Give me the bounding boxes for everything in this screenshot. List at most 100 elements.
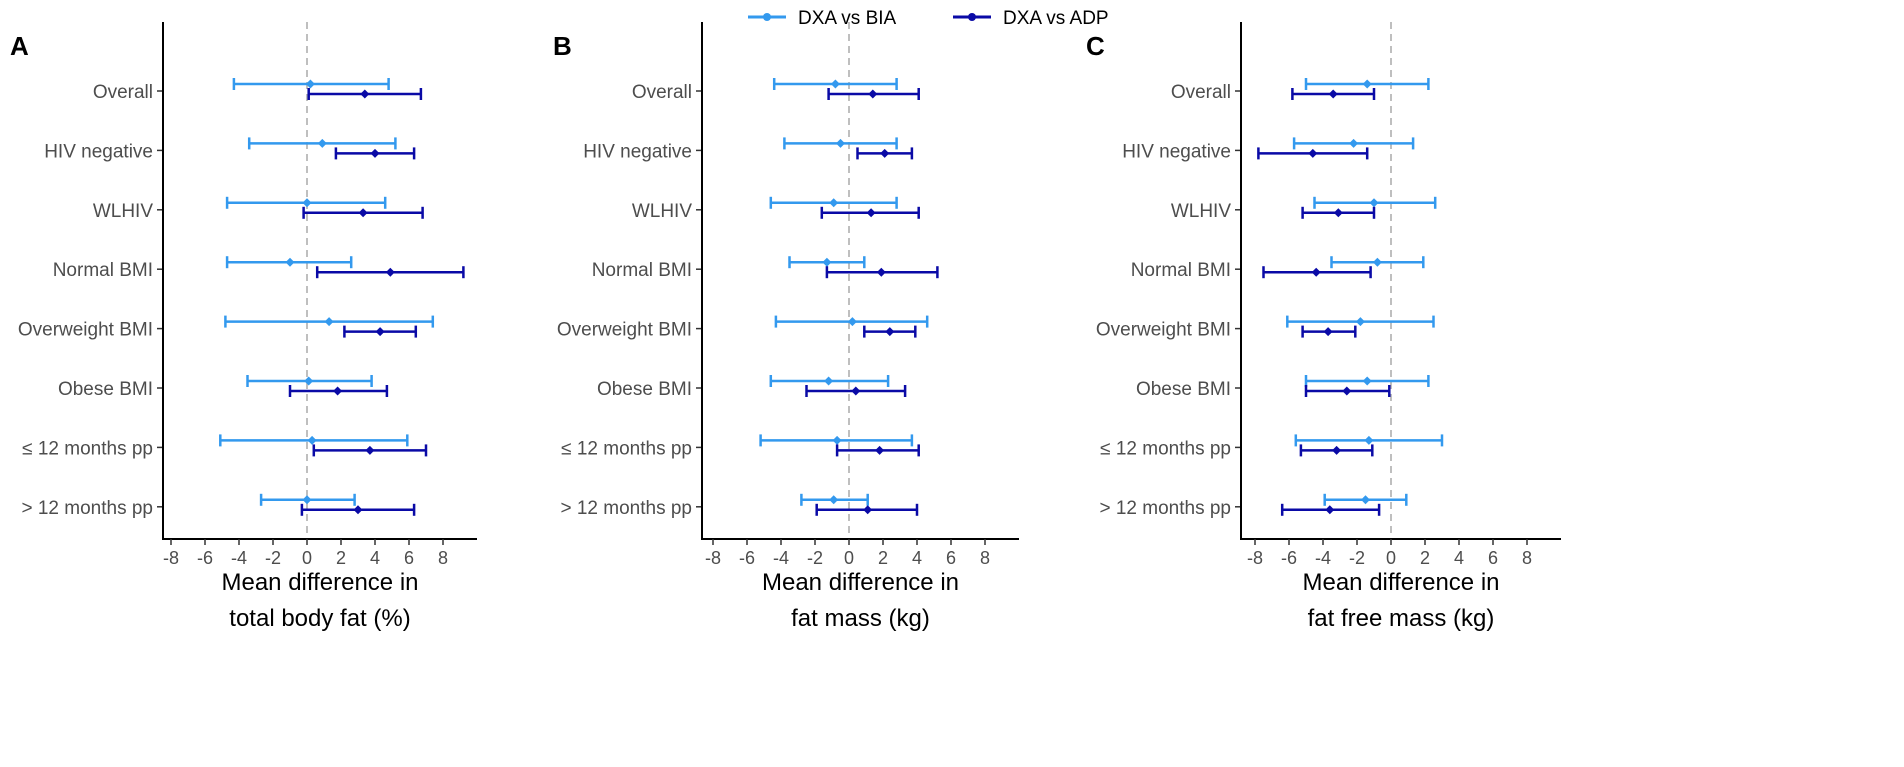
estimate-point-bia — [1362, 79, 1372, 89]
estimate-point-adp — [358, 208, 368, 218]
estimate-point-bia — [1361, 495, 1370, 505]
estimate-point-bia — [1362, 376, 1372, 386]
estimate-point-adp — [365, 445, 375, 455]
legend-point-bia — [763, 13, 771, 21]
estimate-point-adp — [1311, 267, 1321, 277]
estimate-point-adp — [1325, 505, 1335, 515]
estimate-point-bia — [832, 435, 842, 445]
x-tick-label: 4 — [370, 548, 380, 568]
x-tick-label: -2 — [1349, 548, 1365, 568]
x-tick-label: -8 — [1247, 548, 1263, 568]
estimate-point-bia — [1355, 317, 1365, 327]
category-label: Overweight BMI — [557, 320, 692, 341]
x-tick-label: -4 — [231, 548, 247, 568]
x-axis-title-line1: Mean difference in — [1302, 569, 1499, 596]
category-label: HIV negative — [1122, 141, 1231, 162]
x-tick-label: -6 — [739, 548, 755, 568]
x-tick-label: 2 — [878, 548, 888, 568]
x-tick-label: 8 — [980, 548, 990, 568]
category-label: Overall — [632, 82, 692, 103]
x-axis-title-line2: fat free mass (kg) — [1308, 605, 1495, 632]
estimate-point-adp — [880, 148, 890, 158]
x-tick-label: -6 — [1281, 548, 1297, 568]
category-label: Overweight BMI — [18, 320, 153, 341]
estimate-point-bia — [1349, 138, 1359, 148]
estimate-point-adp — [360, 89, 370, 99]
panel-letter-c: C — [1086, 31, 1105, 61]
legend-label-bia: DXA vs BIA — [798, 8, 897, 29]
x-tick-label: 4 — [1454, 548, 1464, 568]
category-label: Overall — [93, 82, 153, 103]
x-tick-label: -8 — [163, 548, 179, 568]
x-tick-label: -8 — [705, 548, 721, 568]
estimate-point-adp — [333, 386, 343, 396]
estimate-point-adp — [863, 505, 873, 515]
estimate-point-bia — [836, 138, 845, 148]
x-tick-label: 2 — [336, 548, 346, 568]
estimate-point-bia — [302, 198, 312, 208]
estimate-point-bia — [305, 79, 315, 89]
legend-point-adp — [968, 13, 976, 21]
category-label: ≤ 12 months pp — [22, 438, 153, 459]
x-tick-label: 0 — [1386, 548, 1396, 568]
category-label: Obese BMI — [58, 379, 153, 400]
estimate-point-bia — [285, 257, 295, 267]
estimate-point-adp — [1308, 148, 1318, 158]
legend: DXA vs BIA DXA vs ADP — [748, 8, 1109, 29]
estimate-point-bia — [1364, 435, 1374, 445]
x-axis-title-line2: fat mass (kg) — [791, 605, 930, 632]
x-tick-label: 8 — [1522, 548, 1532, 568]
estimate-point-adp — [385, 267, 395, 277]
category-label: Overall — [1171, 82, 1231, 103]
panel-letter-a: A — [10, 31, 29, 61]
estimate-point-adp — [1333, 208, 1343, 218]
estimate-point-bia — [304, 376, 314, 386]
category-label: Overweight BMI — [1096, 320, 1231, 341]
estimate-point-adp — [868, 89, 878, 99]
estimate-point-adp — [875, 445, 885, 455]
legend-item-bia: DXA vs BIA — [748, 8, 897, 29]
estimate-point-adp — [1342, 386, 1352, 396]
category-label: WLHIV — [632, 201, 693, 222]
estimate-point-bia — [1369, 198, 1379, 208]
category-label: WLHIV — [93, 201, 154, 222]
x-tick-label: 4 — [912, 548, 922, 568]
estimate-point-bia — [822, 257, 832, 267]
x-tick-label: -4 — [773, 548, 789, 568]
estimate-point-adp — [866, 208, 876, 218]
panel-letter-b: B — [553, 31, 572, 61]
x-tick-label: -2 — [265, 548, 281, 568]
estimate-point-bia — [829, 198, 839, 208]
estimate-point-bia — [324, 317, 334, 327]
legend-label-adp: DXA vs ADP — [1003, 8, 1109, 29]
estimate-point-bia — [317, 138, 327, 148]
panel-a: A Overall HIV negative WLHIV Normal BMI Over… — [10, 22, 477, 632]
estimate-point-adp — [375, 327, 385, 337]
category-label: Normal BMI — [1131, 260, 1231, 281]
x-tick-label: 0 — [302, 548, 312, 568]
estimate-point-bia — [824, 376, 834, 386]
x-tick-label: 0 — [844, 548, 854, 568]
estimate-point-adp — [353, 505, 363, 515]
estimate-point-adp — [370, 148, 380, 158]
x-axis-title-line2: total body fat (%) — [229, 605, 410, 632]
panel-c: C Overall HIV negative WLHIV Normal BMI Over… — [1086, 22, 1561, 632]
x-tick-label: 6 — [404, 548, 414, 568]
estimate-point-bia — [830, 79, 840, 89]
legend-item-adp: DXA vs ADP — [953, 8, 1109, 29]
estimate-point-adp — [885, 327, 895, 337]
estimate-point-adp — [876, 267, 886, 277]
category-label: Normal BMI — [53, 260, 153, 281]
category-label: HIV negative — [583, 141, 692, 162]
estimate-point-bia — [307, 435, 317, 445]
estimate-point-bia — [302, 495, 312, 505]
estimate-point-bia — [1372, 257, 1382, 267]
category-label: Obese BMI — [1136, 379, 1231, 400]
estimate-point-bia — [829, 495, 839, 505]
category-label: > 12 months pp — [560, 498, 692, 519]
category-label: ≤ 12 months pp — [1100, 438, 1231, 459]
x-tick-label: -4 — [1315, 548, 1331, 568]
category-label: ≤ 12 months pp — [561, 438, 692, 459]
x-tick-label: 6 — [946, 548, 956, 568]
